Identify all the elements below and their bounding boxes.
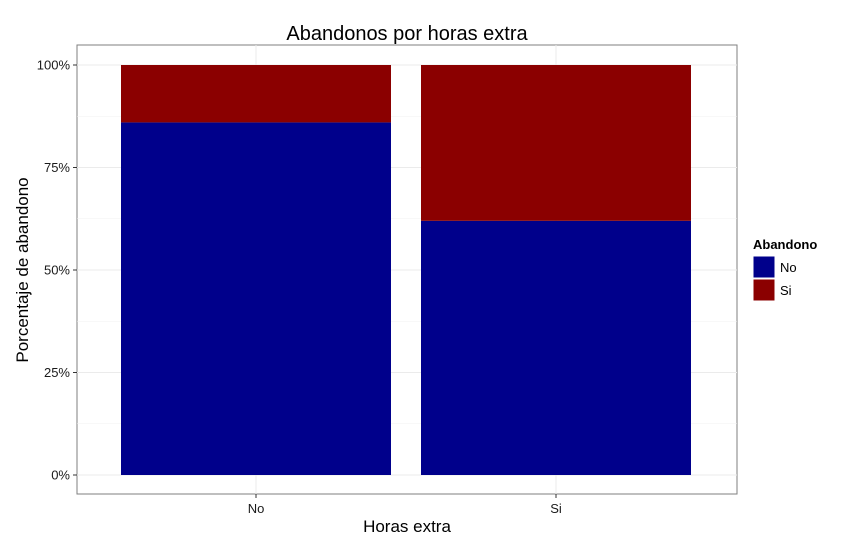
legend-swatch bbox=[752, 278, 776, 302]
legend-label: Si bbox=[780, 283, 792, 298]
y-axis-title: Porcentaje de abandono bbox=[13, 177, 32, 362]
legend-swatch bbox=[752, 255, 776, 279]
legend: Abandono No Si bbox=[752, 237, 817, 302]
y-tick-label: 100% bbox=[37, 58, 71, 73]
x-tick-label: No bbox=[248, 501, 265, 516]
x-axis-title: Horas extra bbox=[363, 517, 451, 536]
legend-title: Abandono bbox=[753, 237, 817, 252]
bar-segment bbox=[421, 65, 691, 221]
y-tick-label: 25% bbox=[44, 365, 70, 380]
y-tick-label: 0% bbox=[51, 468, 70, 483]
bars bbox=[121, 65, 691, 476]
chart-title: Abandonos por horas extra bbox=[286, 23, 528, 45]
axes: 0% 25% 50% 75% 100% No Si bbox=[37, 58, 562, 517]
bar-segment bbox=[121, 65, 391, 123]
x-tick-label: Si bbox=[550, 501, 562, 516]
legend-label: No bbox=[780, 260, 797, 275]
bar-segment bbox=[121, 122, 391, 476]
y-tick-label: 75% bbox=[44, 160, 70, 175]
y-tick-label: 50% bbox=[44, 263, 70, 278]
bar-segment bbox=[421, 220, 691, 475]
